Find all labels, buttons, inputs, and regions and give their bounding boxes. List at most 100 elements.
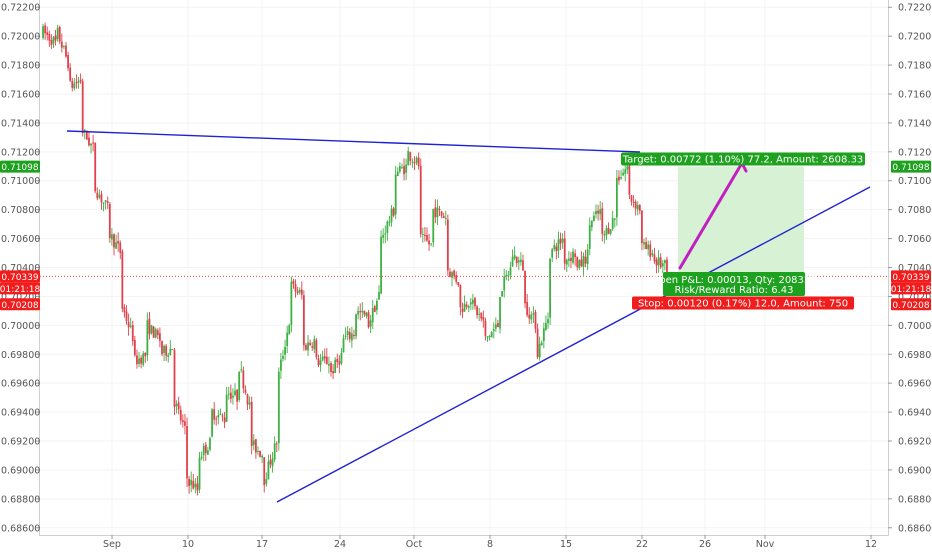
candle-body bbox=[284, 347, 286, 355]
right-tick-label: 0.68600 bbox=[898, 523, 932, 534]
right-tick-label: 0.71400 bbox=[898, 118, 932, 129]
candle-body bbox=[663, 260, 666, 264]
candle-body bbox=[204, 444, 207, 453]
right-tick-label: 0.69600 bbox=[898, 379, 932, 390]
candle-body bbox=[409, 152, 412, 161]
right-target-price-tag-bg bbox=[891, 160, 931, 173]
candle-body bbox=[125, 311, 128, 322]
candle-body bbox=[378, 292, 380, 300]
candle-body bbox=[505, 274, 508, 276]
candle-body bbox=[96, 192, 99, 199]
candle-body bbox=[305, 344, 307, 350]
candle-body bbox=[509, 267, 512, 276]
candle-body bbox=[202, 446, 205, 456]
candle-body bbox=[104, 200, 107, 202]
candle-body bbox=[605, 228, 608, 236]
candle-body bbox=[455, 275, 458, 282]
candle-body bbox=[113, 234, 115, 248]
candle-body bbox=[165, 345, 168, 356]
candle-body bbox=[46, 32, 49, 35]
candle-body bbox=[476, 306, 478, 316]
candle-body bbox=[626, 166, 629, 170]
right-tick-label: 0.70800 bbox=[898, 205, 932, 216]
candle-body bbox=[75, 81, 78, 84]
lower-trendline[interactable] bbox=[276, 186, 871, 503]
left-tick-label: 0.72200 bbox=[1, 3, 40, 14]
candle-body bbox=[613, 218, 616, 220]
candle-body bbox=[136, 355, 138, 365]
candle-body bbox=[338, 361, 341, 365]
left-countdown-tag-bg bbox=[0, 282, 40, 295]
projection-arrow[interactable] bbox=[678, 161, 744, 270]
candle-body bbox=[323, 356, 326, 359]
candle-body bbox=[121, 251, 124, 309]
right-price-axis[interactable]: 0.72200 0.72000 0.71800 0.71600 0.71400 0.712… bbox=[888, 3, 932, 535]
right-tick-label: 0.70400 bbox=[898, 263, 932, 274]
stop-label-box[interactable] bbox=[632, 296, 854, 310]
candle-body bbox=[597, 210, 599, 214]
candle-body bbox=[296, 291, 299, 294]
time-tick-label: 26 bbox=[699, 539, 711, 550]
candle-body bbox=[415, 157, 418, 163]
candle-body bbox=[169, 348, 172, 355]
candle-body bbox=[140, 357, 143, 364]
right-tick-label: 0.72000 bbox=[898, 32, 932, 43]
time-axis[interactable]: Sep 10 17 24 Oct 8 15 22 26 Nov 12 bbox=[103, 535, 877, 550]
candle-body bbox=[622, 172, 625, 176]
candle-body bbox=[261, 455, 264, 458]
right-tick-label: 0.71800 bbox=[898, 61, 932, 72]
time-tick-label: Nov bbox=[756, 539, 775, 550]
candle-body bbox=[44, 25, 47, 34]
candle-body bbox=[265, 479, 268, 484]
candle-body bbox=[628, 164, 631, 195]
candle-body bbox=[108, 203, 111, 238]
left-tick-label: 0.69600 bbox=[1, 379, 40, 390]
candle-body bbox=[254, 439, 257, 453]
candle-body bbox=[330, 363, 332, 373]
left-tick-label: 0.70200 bbox=[1, 292, 40, 303]
left-countdown-tag: 01:21:18 bbox=[0, 285, 40, 295]
right-current-price-tag-bg bbox=[891, 270, 931, 283]
candle-body bbox=[545, 322, 547, 330]
time-tick-label: Sep bbox=[103, 539, 121, 550]
candle-body bbox=[163, 345, 165, 354]
target-profit-zone[interactable] bbox=[678, 166, 804, 277]
candle-body bbox=[436, 207, 439, 218]
candle-body bbox=[653, 254, 656, 262]
open-pl-label-box[interactable] bbox=[663, 272, 805, 296]
candle-body bbox=[428, 240, 430, 245]
right-tick-label: 0.70000 bbox=[898, 321, 932, 332]
candle-body bbox=[250, 401, 253, 446]
candle-body bbox=[225, 394, 228, 422]
candle-body bbox=[54, 35, 57, 41]
candle-body bbox=[111, 234, 113, 240]
upper-trendline[interactable] bbox=[66, 130, 641, 153]
candle-body bbox=[484, 320, 487, 336]
stop-label: Stop: 0.00120 (0.17%) 12.0, Amount: 750 bbox=[638, 299, 848, 310]
candle-body bbox=[657, 257, 660, 266]
candle-body bbox=[547, 319, 549, 324]
candle-body bbox=[376, 300, 378, 311]
candle-body bbox=[532, 313, 535, 315]
left-tick-label: 0.70400 bbox=[1, 263, 40, 274]
candle-body bbox=[469, 302, 472, 305]
candle-body bbox=[209, 438, 211, 450]
time-tick-label: 17 bbox=[256, 539, 268, 550]
candle-body bbox=[184, 421, 186, 426]
target-label-box[interactable] bbox=[621, 152, 865, 166]
candle-body bbox=[248, 402, 251, 405]
candle-body bbox=[471, 299, 474, 304]
candle-body bbox=[67, 55, 69, 69]
left-tick-label: 0.70800 bbox=[1, 205, 40, 216]
left-tick-label: 0.69200 bbox=[1, 437, 40, 448]
candle-body bbox=[426, 235, 428, 241]
time-tick-label: 8 bbox=[487, 539, 493, 550]
candle-body bbox=[186, 425, 188, 479]
candle-body bbox=[578, 259, 581, 269]
candle-body bbox=[65, 45, 67, 57]
candle-body bbox=[357, 310, 360, 315]
candle-body bbox=[440, 211, 443, 216]
candle-body bbox=[424, 234, 426, 236]
